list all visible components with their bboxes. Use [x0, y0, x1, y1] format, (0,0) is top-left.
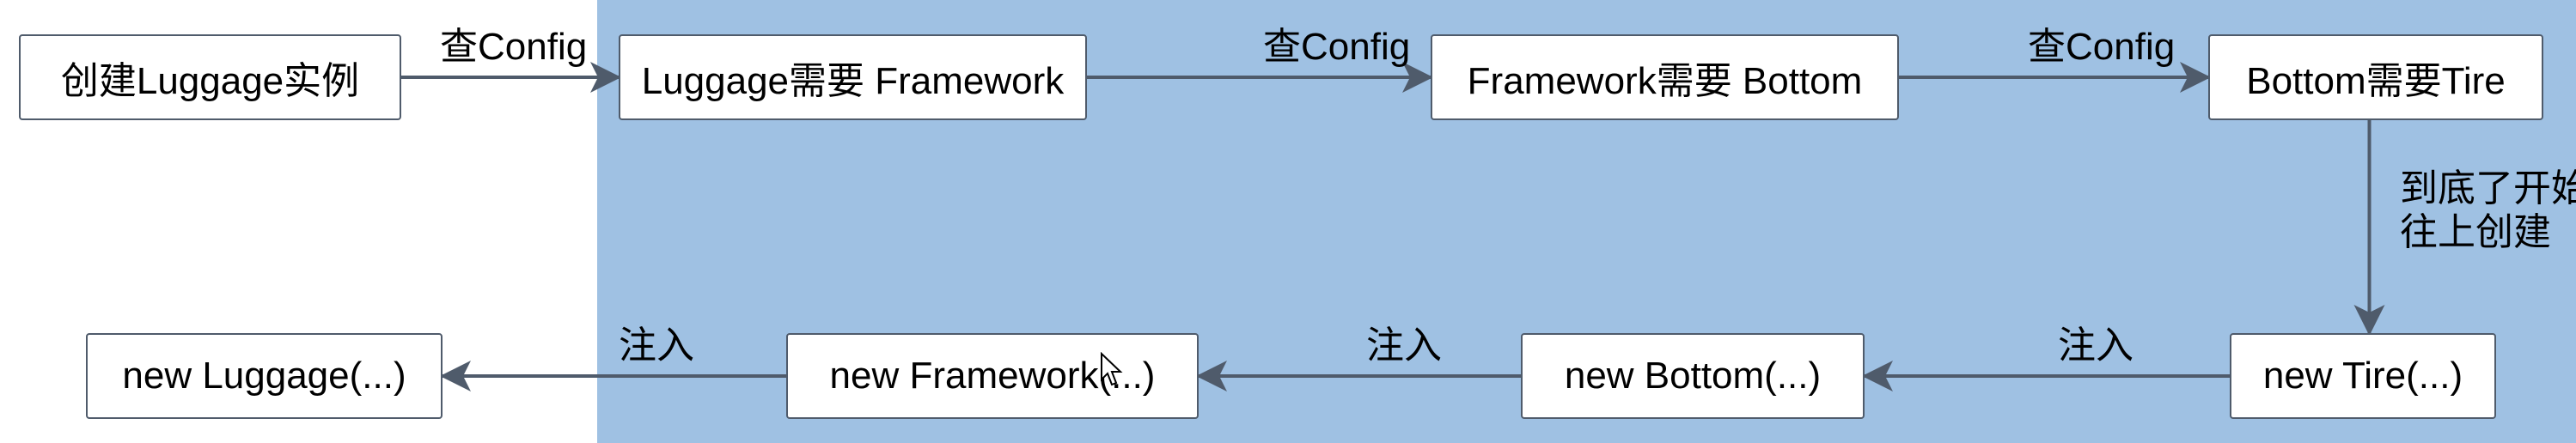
- node-label: Framework需要 Bottom: [1468, 50, 1863, 105]
- node-new-bottom: new Bottom(...): [1521, 333, 1865, 419]
- node-label: Bottom需要Tire: [2246, 50, 2506, 105]
- node-new-tire: new Tire(...): [2230, 333, 2496, 419]
- edge-label: 注入: [2058, 325, 2133, 368]
- edge-label: 到底了开始 往上创建: [2400, 167, 2576, 254]
- edge-label: 注入: [619, 325, 694, 368]
- edge-label: 注入: [1366, 325, 1442, 368]
- edge-label: 查Config: [2028, 26, 2175, 70]
- node-fw-needs-bottom: Framework需要 Bottom: [1431, 34, 1899, 120]
- node-label: Luggage需要 Framework: [642, 50, 1065, 105]
- node-new-luggage: new Luggage(...): [86, 333, 443, 419]
- node-label: new Luggage(...): [122, 355, 406, 397]
- node-new-framework: new Framework(...): [786, 333, 1199, 419]
- edge-label: 查Config: [1263, 26, 1410, 70]
- edge-label: 查Config: [440, 26, 587, 70]
- node-bottom-needs-tire: Bottom需要Tire: [2208, 34, 2543, 120]
- node-label: new Tire(...): [2263, 355, 2463, 397]
- node-create-luggage: 创建Luggage实例: [19, 34, 401, 120]
- node-label: new Framework(...): [830, 355, 1156, 397]
- node-label: new Bottom(...): [1565, 355, 1821, 397]
- node-label: 创建Luggage实例: [61, 50, 359, 105]
- node-luggage-needs-fw: Luggage需要 Framework: [619, 34, 1087, 120]
